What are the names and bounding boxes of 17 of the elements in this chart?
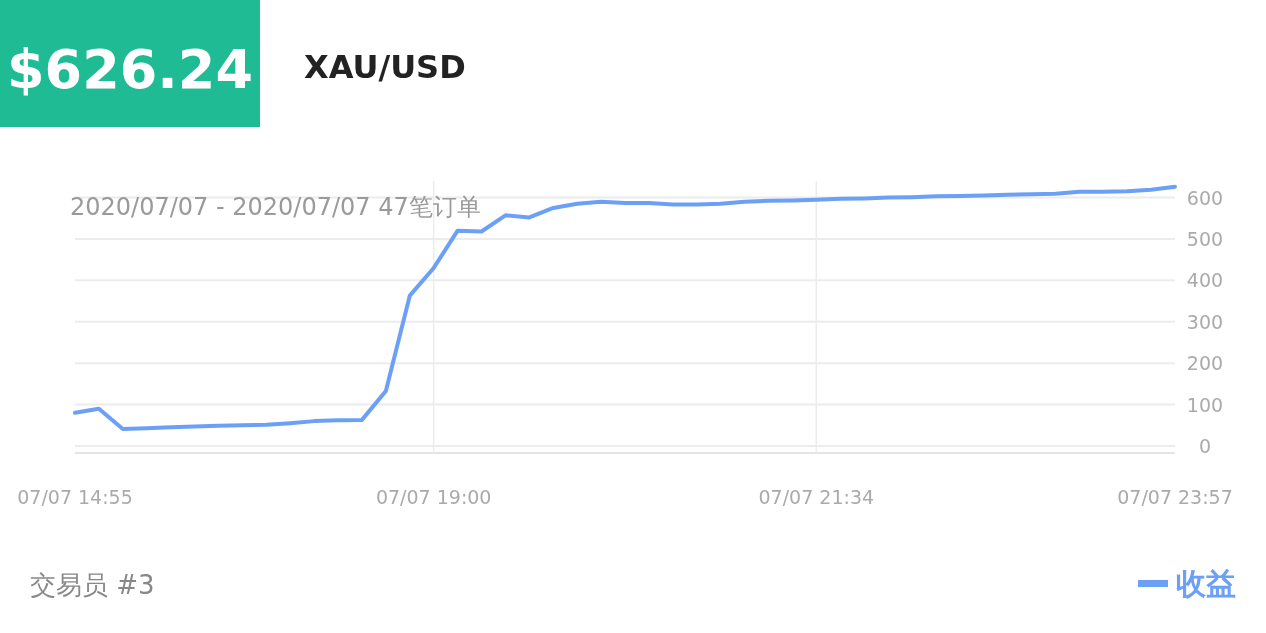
line-series xyxy=(73,184,1177,431)
y-tick-label: 400 xyxy=(1186,269,1224,292)
y-tick-label: 600 xyxy=(1186,186,1224,209)
text: 交易员 #3 xyxy=(30,570,155,600)
y-tick-label: 0 xyxy=(1198,434,1212,457)
x-tick-label: 07/07 23:57 xyxy=(1117,486,1233,508)
y-tick-label: 500 xyxy=(1186,227,1224,250)
chart-title: $626.24 xyxy=(7,38,253,101)
chart-subtitle: XAU/USD xyxy=(304,48,466,86)
legend-label: 收益 xyxy=(1176,566,1236,601)
annotation: 2020/07/07 - 2020/07/07 47笔订单 xyxy=(70,193,481,221)
x-tick-label: 07/07 21:34 xyxy=(758,486,875,508)
x-tick-label: 07/07 19:00 xyxy=(375,486,492,508)
y-tick-label: 200 xyxy=(1186,352,1224,375)
y-tick-label: 300 xyxy=(1186,310,1224,333)
y-tick-label: 100 xyxy=(1186,393,1224,416)
x-tick-label: 07/07 14:55 xyxy=(17,486,133,508)
